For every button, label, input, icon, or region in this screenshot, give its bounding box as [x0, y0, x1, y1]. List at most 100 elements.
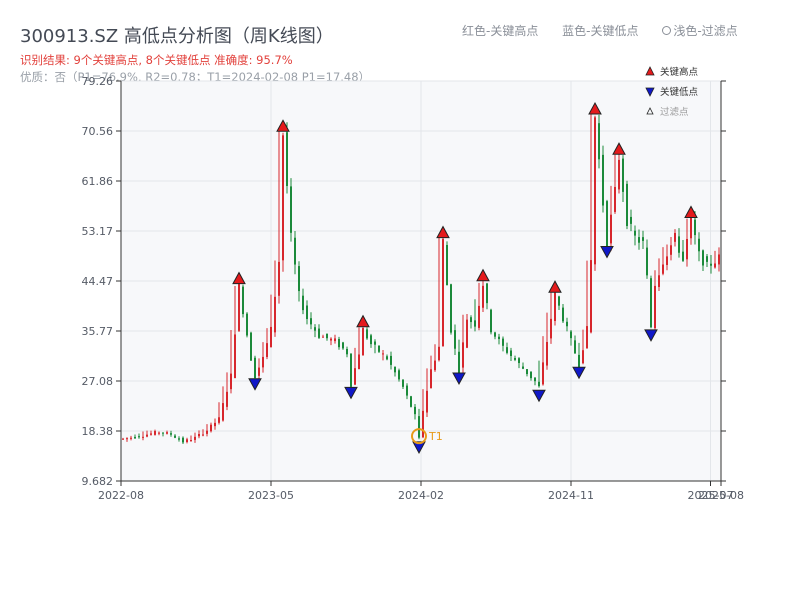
candle-body	[134, 436, 136, 439]
candle-body	[646, 247, 648, 276]
candle-body	[674, 232, 676, 242]
candle-body	[226, 391, 228, 407]
candle-body	[222, 403, 224, 421]
key-low-marker	[572, 366, 586, 380]
candle-body	[262, 356, 264, 368]
candle-body	[426, 390, 428, 413]
candle-body	[510, 350, 512, 357]
candle-body	[462, 342, 464, 368]
candle-body	[330, 338, 332, 341]
candle-body	[650, 278, 652, 328]
candle-body	[446, 244, 448, 286]
candle-body	[154, 431, 156, 435]
candle-body	[310, 318, 312, 325]
candle-body	[702, 250, 704, 266]
x-tick-label: 2022-08	[98, 489, 144, 502]
candle-body	[554, 292, 556, 321]
candle-body	[314, 327, 316, 331]
markers: T1	[232, 101, 698, 454]
candle-body	[498, 336, 500, 340]
candle-body	[530, 371, 532, 379]
candle-body	[258, 367, 260, 376]
analysis-result-text: 识别结果: 9个关键高点, 8个关键低点 准确度: 95.7%	[20, 53, 293, 67]
candle-body	[482, 285, 484, 308]
candle-body	[238, 283, 240, 331]
candle-body	[150, 433, 152, 435]
candle-body	[622, 158, 624, 192]
x-tick-label: 2025-08	[698, 489, 744, 502]
candle-body	[686, 238, 688, 260]
candle-body	[478, 305, 480, 328]
candle-body	[274, 296, 276, 333]
candle-body	[234, 334, 236, 379]
candle-body	[474, 320, 476, 327]
y-tick-label: 44.47	[82, 275, 114, 288]
candle-body	[282, 135, 284, 261]
candle-body	[630, 216, 632, 224]
key-low-marker	[452, 372, 466, 385]
legend-label: 关键低点	[660, 86, 699, 98]
y-tick-label: 27.08	[82, 375, 114, 388]
candle-body	[206, 430, 208, 434]
top-legend: 红色-关键高点 蓝色-关键低点 浅色-过滤点	[462, 22, 758, 39]
key-high-marker	[684, 205, 698, 218]
candle-body	[198, 434, 200, 437]
candle-body	[294, 237, 296, 265]
candle-body	[654, 285, 656, 329]
candle-body	[666, 256, 668, 265]
key-low-marker	[532, 389, 546, 403]
candle-body	[550, 318, 552, 339]
candle-body	[174, 435, 176, 438]
candle-body	[138, 436, 140, 438]
candle-body	[246, 313, 248, 336]
candle-body	[338, 338, 340, 348]
candle-body	[582, 350, 584, 364]
y-tick-label: 61.86	[82, 175, 114, 188]
candle-body	[570, 331, 572, 339]
candle-body	[558, 296, 560, 306]
candle-body	[606, 201, 608, 249]
legend-red-label: 红色-关键高点	[462, 24, 539, 38]
y-tick-label: 35.77	[82, 325, 114, 338]
candle-body	[130, 437, 132, 439]
key-high-marker	[588, 101, 602, 115]
key-low-marker	[344, 386, 358, 400]
candle-body	[414, 406, 416, 415]
candle-body	[254, 357, 256, 379]
candle-body	[358, 354, 360, 370]
candle-body	[634, 230, 636, 236]
candle-body	[502, 338, 504, 346]
candle-body	[142, 436, 144, 438]
candle-body	[190, 440, 192, 442]
candle-body	[586, 326, 588, 349]
candle-body	[370, 335, 372, 345]
candle-body	[390, 355, 392, 365]
candle-body	[618, 159, 620, 190]
y-tick-label: 18.38	[82, 425, 114, 438]
candle-body	[298, 266, 300, 292]
candle-body	[250, 332, 252, 361]
candle-body	[526, 369, 528, 375]
candle-body	[410, 396, 412, 407]
candle-body	[518, 358, 520, 364]
candle-body	[278, 261, 280, 296]
candle-body	[662, 264, 664, 274]
candle-body	[186, 439, 188, 443]
candle-body	[366, 329, 368, 339]
candle-body	[422, 410, 424, 438]
candle-body	[266, 343, 268, 357]
candle-body	[434, 360, 436, 371]
candle-body	[210, 424, 212, 432]
candle-body	[386, 356, 388, 360]
candle-body	[430, 369, 432, 389]
candle-body	[454, 330, 456, 349]
candle-body	[170, 433, 172, 435]
candle-body	[402, 379, 404, 387]
candle-body	[126, 438, 128, 440]
candle-body	[202, 434, 204, 436]
candle-body	[394, 366, 396, 373]
key-high-marker	[476, 268, 490, 282]
candle-body	[362, 328, 364, 356]
candle-body	[522, 366, 524, 369]
